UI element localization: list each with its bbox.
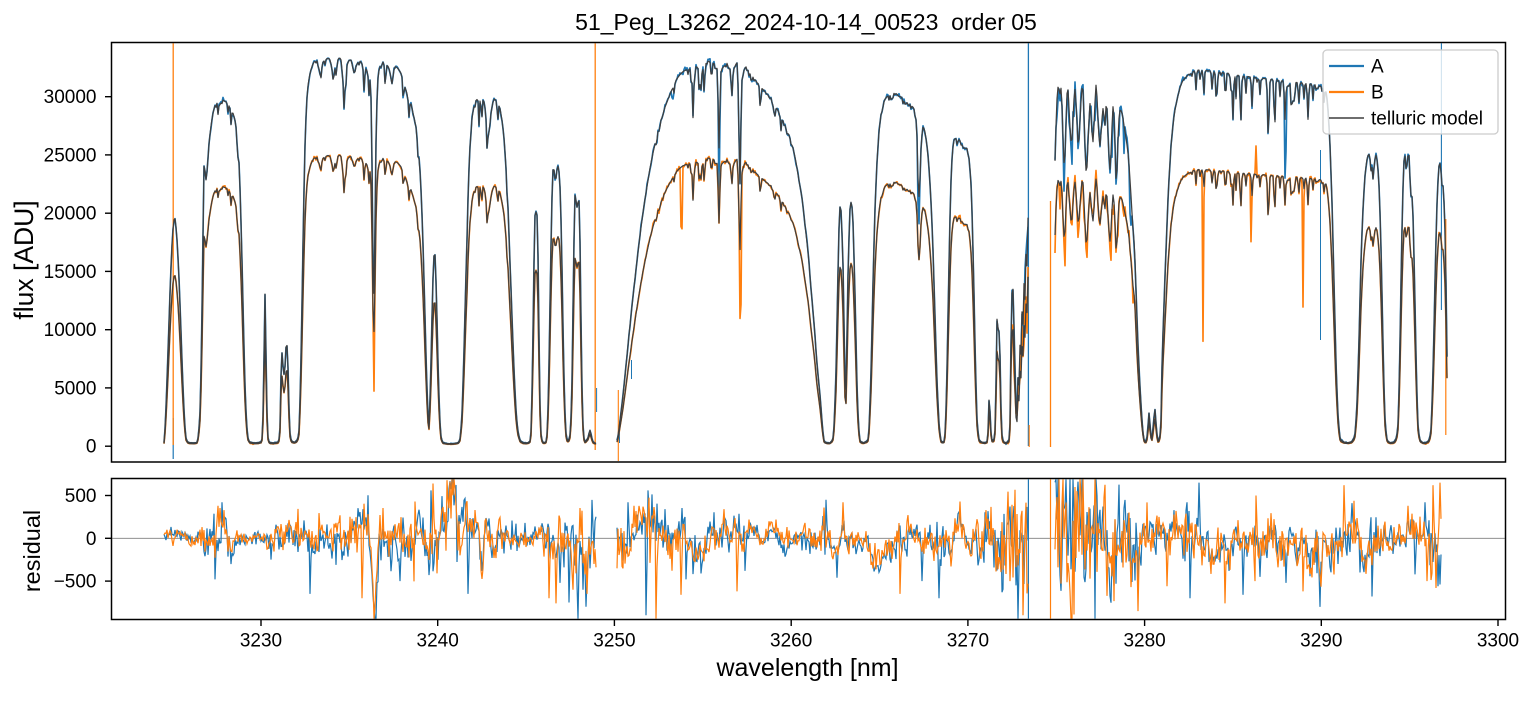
svg-text:10000: 10000: [44, 320, 97, 341]
svg-text:residual: residual: [19, 510, 45, 592]
svg-text:A: A: [1371, 57, 1384, 78]
svg-text:−500: −500: [54, 572, 97, 593]
svg-text:3250: 3250: [593, 631, 635, 652]
svg-text:3270: 3270: [947, 631, 989, 652]
svg-text:25000: 25000: [44, 145, 97, 166]
svg-text:3260: 3260: [770, 631, 812, 652]
svg-text:30000: 30000: [44, 87, 97, 108]
svg-text:3280: 3280: [1123, 631, 1165, 652]
svg-text:wavelength [nm]: wavelength [nm]: [715, 654, 898, 682]
svg-text:3290: 3290: [1300, 631, 1342, 652]
svg-text:15000: 15000: [44, 262, 97, 283]
svg-text:3300: 3300: [1477, 631, 1519, 652]
svg-text:3240: 3240: [417, 631, 459, 652]
svg-text:51_Peg_L3262_2024-10-14_00523: 51_Peg_L3262_2024-10-14_00523 order 05: [575, 9, 1037, 35]
svg-text:flux [ADU]: flux [ADU]: [9, 200, 39, 319]
svg-text:3230: 3230: [240, 631, 282, 652]
svg-text:20000: 20000: [44, 204, 97, 225]
svg-text:0: 0: [86, 529, 97, 550]
svg-text:B: B: [1371, 83, 1384, 104]
svg-text:500: 500: [65, 486, 97, 507]
svg-text:5000: 5000: [54, 378, 96, 399]
svg-text:0: 0: [86, 437, 97, 458]
svg-text:telluric model: telluric model: [1371, 109, 1483, 130]
